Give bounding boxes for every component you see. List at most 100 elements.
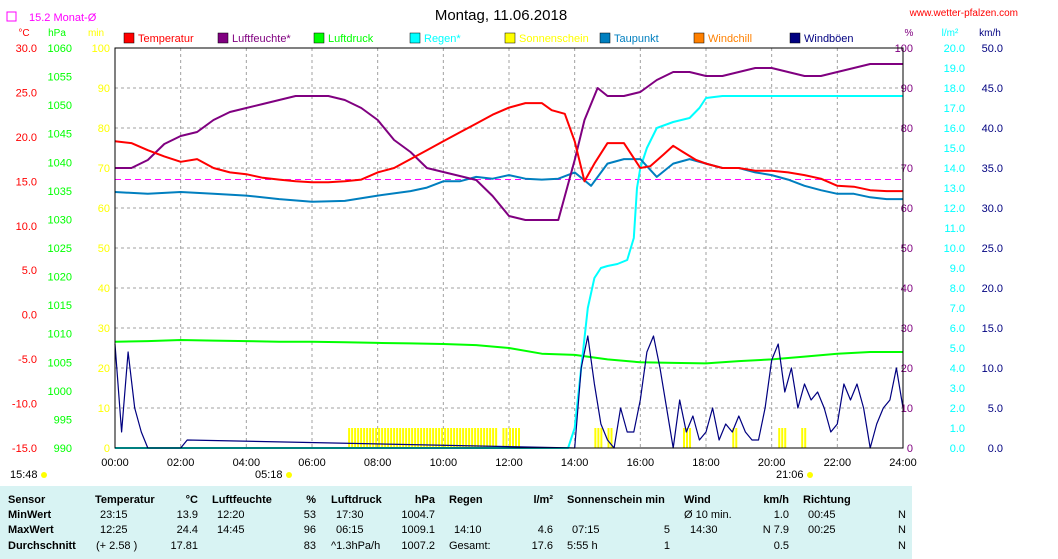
wind-tick-label: 10.0 — [982, 363, 1003, 375]
temp-tick-label: 10.0 — [16, 221, 37, 233]
sunshine-bar — [686, 428, 689, 448]
windgust-line — [114, 335, 904, 449]
sunshine-bar — [405, 428, 408, 448]
sunshine-tick-label: 0 — [104, 443, 110, 455]
dewpoint-line — [114, 158, 903, 203]
humidity-tick-label: 50 — [901, 243, 913, 255]
sunshine-bar — [441, 428, 444, 448]
wind-tick-label: 25.0 — [982, 243, 1003, 255]
pressure-tick-label: 990 — [54, 443, 72, 455]
sunshine-bar — [462, 428, 465, 448]
wind-tick-label: 5.0 — [988, 403, 1003, 415]
wind-tick-label: 45.0 — [982, 83, 1003, 95]
rain-tick-label: 18.0 — [944, 83, 965, 95]
sunshine-bar — [502, 428, 505, 448]
legend-label: Luftdruck — [328, 33, 374, 45]
wind-tick-label: 20.0 — [982, 283, 1003, 295]
sunshine-bar — [426, 428, 429, 448]
sunshine-bar — [512, 428, 514, 448]
min-wind-time: Ø 10 min. — [684, 509, 732, 521]
sunshine-bar — [420, 428, 423, 448]
daylength-sun-icon — [41, 472, 47, 478]
axis-unit-label: min — [88, 28, 104, 39]
sunshine-tick-label: 50 — [98, 243, 110, 255]
stats-table: Sensor Temperatur °C Luftfeuchte % Luftd… — [0, 486, 912, 559]
rain-tick-label: 7.0 — [950, 303, 965, 315]
rain-tick-label: 16.0 — [944, 123, 965, 135]
rain-tick-label: 15.0 — [944, 143, 965, 155]
sunshine-bar — [447, 428, 450, 448]
sunshine-bar — [607, 428, 610, 448]
chart-grid — [115, 48, 903, 448]
header-wind: Wind — [684, 494, 711, 506]
legend-swatch — [693, 32, 705, 44]
sunshine-bar — [444, 428, 447, 448]
sunshine-bar — [360, 428, 363, 448]
temp-tick-label: 15.0 — [16, 176, 37, 188]
legend-label: Taupunkt — [614, 33, 659, 45]
sunshine-bar — [381, 428, 384, 448]
wind-tick-label: 0.0 — [988, 443, 1003, 455]
rain-tick-label: 9.0 — [950, 263, 965, 275]
sunshine-bar — [505, 428, 508, 448]
sunshine-bar — [456, 428, 459, 448]
sunshine-bar — [387, 428, 390, 448]
pressure-tick-label: 1060 — [48, 43, 72, 55]
legend-item: Windböen — [789, 32, 854, 45]
sunrise-sun-icon — [286, 472, 292, 478]
row-max-label: MaxWert — [8, 524, 54, 536]
time-tick-label: 04:00 — [233, 457, 261, 469]
sunshine-bar — [423, 428, 426, 448]
sunshine-bar — [471, 428, 474, 448]
sunshine-bar — [480, 428, 483, 448]
min-temp-time: 23:15 — [100, 509, 128, 521]
humidity-tick-label: 90 — [901, 83, 913, 95]
temp-tick-label: 30.0 — [16, 43, 37, 55]
time-tick-label: 22:00 — [824, 457, 852, 469]
legend-swatch — [313, 32, 325, 44]
temp-tick-label: 20.0 — [16, 132, 37, 144]
pressure-tick-label: 1055 — [48, 72, 72, 84]
min-hum-time: 12:20 — [217, 509, 245, 521]
legend-item: Luftdruck — [313, 32, 374, 45]
rain-tick-label: 1.0 — [950, 423, 965, 435]
legend-item: Sonnenschein — [504, 32, 589, 45]
sunshine-tick-label: 70 — [98, 163, 110, 175]
sunshine-bar — [610, 428, 613, 448]
max-press-time: 06:15 — [336, 524, 364, 536]
humidity-tick-label: 100 — [895, 43, 913, 55]
sunshine-bar — [363, 428, 366, 448]
time-tick-label: 00:00 — [101, 457, 129, 469]
avg-temp-value: 17.81 — [170, 540, 198, 552]
sunshine-tick-label: 60 — [98, 203, 110, 215]
pressure-tick-label: 1010 — [48, 329, 72, 341]
avg-press-value: 1007.2 — [401, 540, 435, 552]
rain-tick-label: 11.0 — [944, 223, 965, 235]
time-tick-label: 10:00 — [430, 457, 458, 469]
sunset-sun-icon — [807, 472, 813, 478]
sunshine-bar — [432, 428, 435, 448]
max-hum-time: 14:45 — [217, 524, 245, 536]
temperature-line — [114, 102, 903, 193]
sunshine-bar — [417, 428, 420, 448]
header-wind-unit: km/h — [763, 494, 789, 506]
rain-tick-label: 0.0 — [950, 443, 965, 455]
time-tick-label: 16:00 — [627, 457, 655, 469]
chart-title: Montag, 11.06.2018 — [435, 7, 567, 24]
legend-swatch — [217, 32, 229, 44]
wind-tick-label: 35.0 — [982, 163, 1003, 175]
pressure-tick-label: 1020 — [48, 272, 72, 284]
avg-hum-value: 83 — [303, 540, 316, 552]
header-pressure: Luftdruck — [331, 494, 382, 506]
avg-rain-label: Gesamt: — [449, 540, 491, 552]
pressure-tick-label: 1000 — [48, 386, 72, 398]
min-wind-value: 1.0 — [773, 509, 789, 521]
wind-tick-label: 30.0 — [982, 203, 1003, 215]
rain-tick-label: 12.0 — [944, 203, 965, 215]
sunshine-bar — [357, 428, 360, 448]
sunshine-bar — [375, 428, 378, 448]
avg-temp-delta: (+ 2.58 ) — [96, 540, 138, 552]
sunshine-bar — [735, 428, 738, 448]
pressure-tick-label: 995 — [54, 414, 72, 426]
legend-item: Taupunkt — [599, 32, 659, 45]
